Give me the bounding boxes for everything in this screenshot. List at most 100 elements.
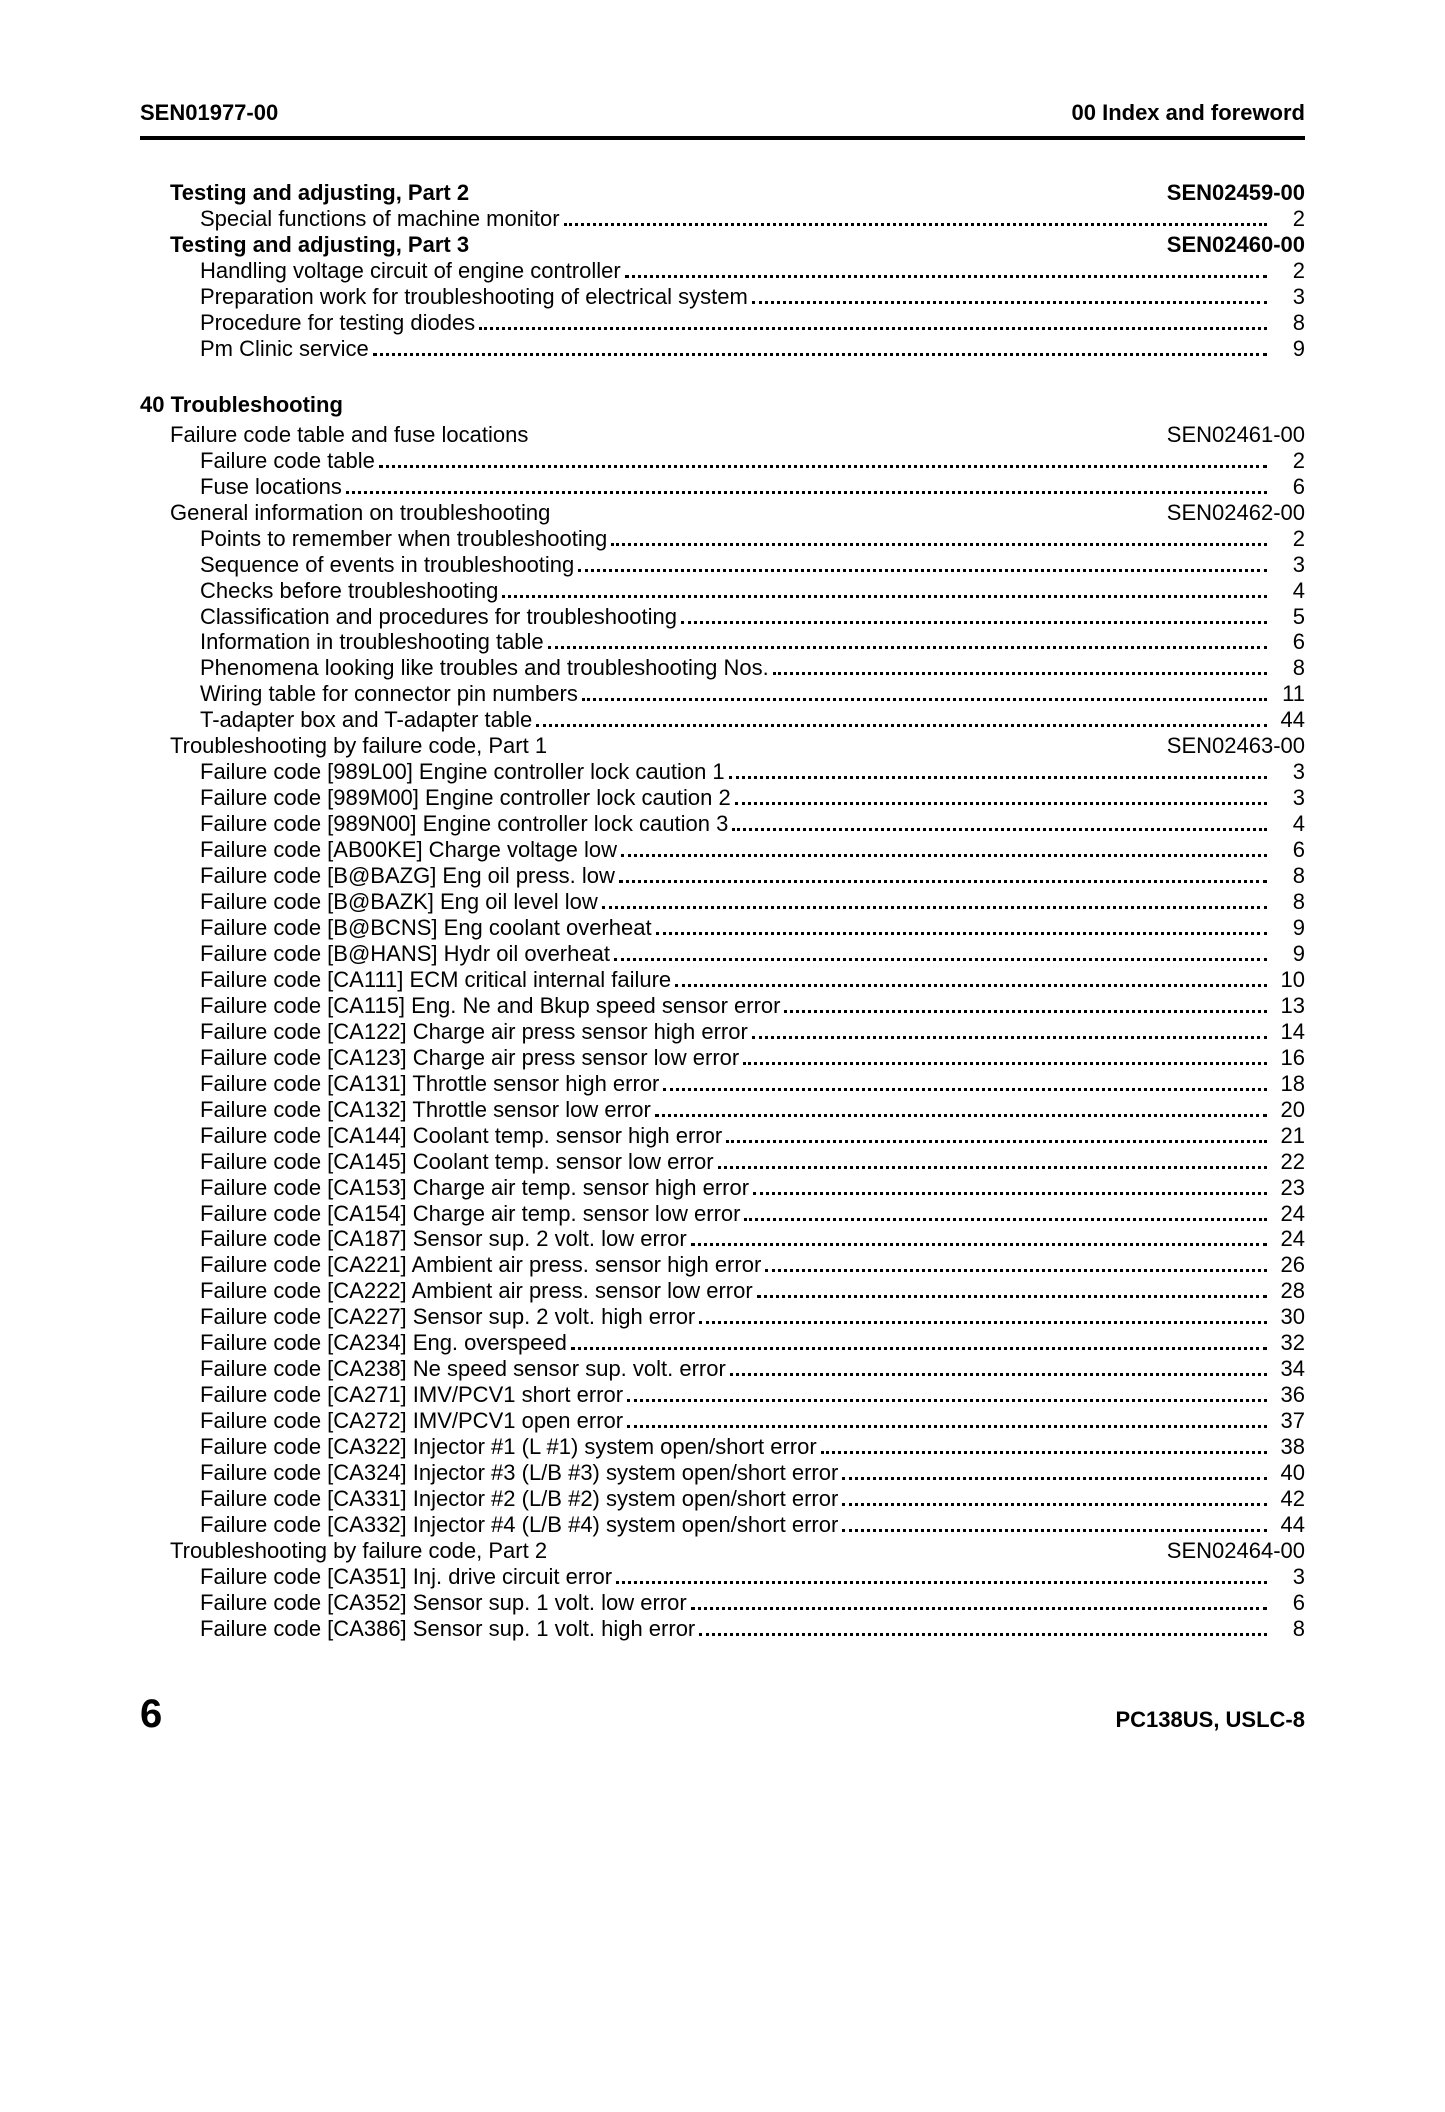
toc-row: Failure code table 2 — [200, 448, 1305, 474]
toc-row: Failure code [CA221] Ambient air press. … — [200, 1252, 1305, 1278]
toc-page: 3 — [1273, 759, 1305, 785]
toc-label: Failure code [CA222] Ambient air press. … — [200, 1278, 753, 1304]
toc-page: 24 — [1273, 1226, 1305, 1252]
toc-page: 8 — [1273, 889, 1305, 915]
toc-label: Procedure for testing diodes — [200, 310, 475, 336]
toc-row: Failure code [CA234] Eng. overspeed 32 — [200, 1330, 1305, 1356]
toc-dots — [373, 343, 1267, 356]
toc-dots — [616, 1571, 1267, 1584]
toc-row: Failure code [CA222] Ambient air press. … — [200, 1278, 1305, 1304]
toc-row: Failure code [CA238] Ne speed sensor sup… — [200, 1356, 1305, 1382]
toc-row: Preparation work for troubleshooting of … — [200, 284, 1305, 310]
toc-label: Failure code [CA234] Eng. overspeed — [200, 1330, 567, 1356]
section-title-row: Troubleshooting by failure code, Part 1S… — [170, 733, 1305, 759]
toc-label: Failure code table — [200, 448, 375, 474]
toc-label: Failure code [CA145] Coolant temp. senso… — [200, 1149, 714, 1175]
section-title-row: Troubleshooting by failure code, Part 2S… — [170, 1538, 1305, 1564]
toc-dots — [718, 1155, 1267, 1168]
toc-label: Failure code [B@BCNS] Eng coolant overhe… — [200, 915, 652, 941]
toc-page: 22 — [1273, 1149, 1305, 1175]
section-code: SEN02464-00 — [1167, 1538, 1305, 1564]
toc-page: 8 — [1273, 310, 1305, 336]
toc-row: Points to remember when troubleshooting2 — [200, 526, 1305, 552]
toc-row: Failure code [CA331] Injector #2 (L/B #2… — [200, 1486, 1305, 1512]
toc-dots — [548, 636, 1267, 649]
toc-label: Failure code [CA324] Injector #3 (L/B #3… — [200, 1460, 838, 1486]
toc-label: Failure code [CA271] IMV/PCV1 short erro… — [200, 1382, 623, 1408]
toc-dots — [479, 317, 1267, 330]
toc-label: Failure code [CA352] Sensor sup. 1 volt.… — [200, 1590, 687, 1616]
toc-page: 30 — [1273, 1304, 1305, 1330]
toc-page: 28 — [1273, 1278, 1305, 1304]
toc-page: 13 — [1273, 993, 1305, 1019]
toc-row: Failure code [989N00] Engine controller … — [200, 811, 1305, 837]
toc-label: Wiring table for connector pin numbers — [200, 681, 578, 707]
toc-content: Testing and adjusting, Part 2 SEN02459-00… — [140, 180, 1305, 1642]
toc-page: 3 — [1273, 785, 1305, 811]
toc-page: 10 — [1273, 967, 1305, 993]
toc-page: 9 — [1273, 941, 1305, 967]
toc-label: Information in troubleshooting table — [200, 629, 544, 655]
toc-page: 2 — [1273, 258, 1305, 284]
toc-label: Failure code [CA154] Charge air temp. se… — [200, 1201, 740, 1227]
section-title-row: General information on troubleshootingSE… — [170, 500, 1305, 526]
toc-dots — [663, 1078, 1267, 1091]
toc-dots — [842, 1519, 1267, 1532]
toc-page: 38 — [1273, 1434, 1305, 1460]
toc-dots — [729, 766, 1267, 779]
toc-dots — [681, 610, 1267, 623]
toc-label: T-adapter box and T-adapter table — [200, 707, 532, 733]
toc-label: Failure code [CA332] Injector #4 (L/B #4… — [200, 1512, 838, 1538]
toc-dots — [752, 291, 1267, 304]
toc-page: 16 — [1273, 1045, 1305, 1071]
toc-page: 9 — [1273, 336, 1305, 362]
toc-label: Failure code [CA131] Throttle sensor hig… — [200, 1071, 659, 1097]
toc-dots — [614, 948, 1267, 961]
section-title-row: Testing and adjusting, Part 3SEN02460-00 — [170, 232, 1305, 258]
footer-model: PC138US, USLC-8 — [1115, 1707, 1305, 1733]
toc-dots — [502, 584, 1267, 597]
toc-page: 2 — [1273, 206, 1305, 232]
toc-dots — [571, 1337, 1267, 1350]
section-code: SEN02463-00 — [1167, 733, 1305, 759]
toc-row: Procedure for testing diodes 8 — [200, 310, 1305, 336]
section-code: SEN02459-00 — [1167, 180, 1305, 206]
footer-page-number: 6 — [140, 1692, 162, 1737]
toc-dots — [752, 1026, 1267, 1039]
toc-page: 8 — [1273, 655, 1305, 681]
toc-row: Checks before troubleshooting4 — [200, 578, 1305, 604]
toc-dots — [735, 792, 1267, 805]
toc-row: Failure code [989M00] Engine controller … — [200, 785, 1305, 811]
toc-label: Failure code [CA122] Charge air press se… — [200, 1019, 748, 1045]
toc-page: 9 — [1273, 915, 1305, 941]
section-title: Testing and adjusting, Part 2 — [170, 180, 469, 206]
toc-dots — [564, 213, 1267, 226]
toc-dots — [656, 922, 1267, 935]
header-left: SEN01977-00 — [140, 100, 278, 126]
toc-dots — [699, 1623, 1267, 1636]
toc-dots — [691, 1233, 1267, 1246]
toc-dots — [655, 1104, 1267, 1117]
toc-label: Handling voltage circuit of engine contr… — [200, 258, 621, 284]
toc-page: 3 — [1273, 1564, 1305, 1590]
toc-row: Failure code [989L00] Engine controller … — [200, 759, 1305, 785]
toc-label: Failure code [CA227] Sensor sup. 2 volt.… — [200, 1304, 695, 1330]
toc-dots — [757, 1285, 1267, 1298]
toc-label: Phenomena looking like troubles and trou… — [200, 655, 769, 681]
section-title-row: Testing and adjusting, Part 2 SEN02459-00 — [170, 180, 1305, 206]
section-code: SEN02460-00 — [1167, 232, 1305, 258]
page-footer: 6 PC138US, USLC-8 — [140, 1692, 1305, 1737]
toc-page: 32 — [1273, 1330, 1305, 1356]
toc-label: Pm Clinic service — [200, 336, 369, 362]
toc-dots — [578, 558, 1267, 571]
toc-dots — [675, 974, 1267, 987]
toc-page: 6 — [1273, 837, 1305, 863]
toc-label: Failure code [989L00] Engine controller … — [200, 759, 725, 785]
toc-page: 40 — [1273, 1460, 1305, 1486]
toc-page: 8 — [1273, 863, 1305, 889]
toc-label: Fuse locations — [200, 474, 342, 500]
toc-page: 2 — [1273, 448, 1305, 474]
toc-label: Failure code [CA272] IMV/PCV1 open error — [200, 1408, 623, 1434]
toc-dots — [744, 1207, 1267, 1220]
toc-label: Checks before troubleshooting — [200, 578, 498, 604]
